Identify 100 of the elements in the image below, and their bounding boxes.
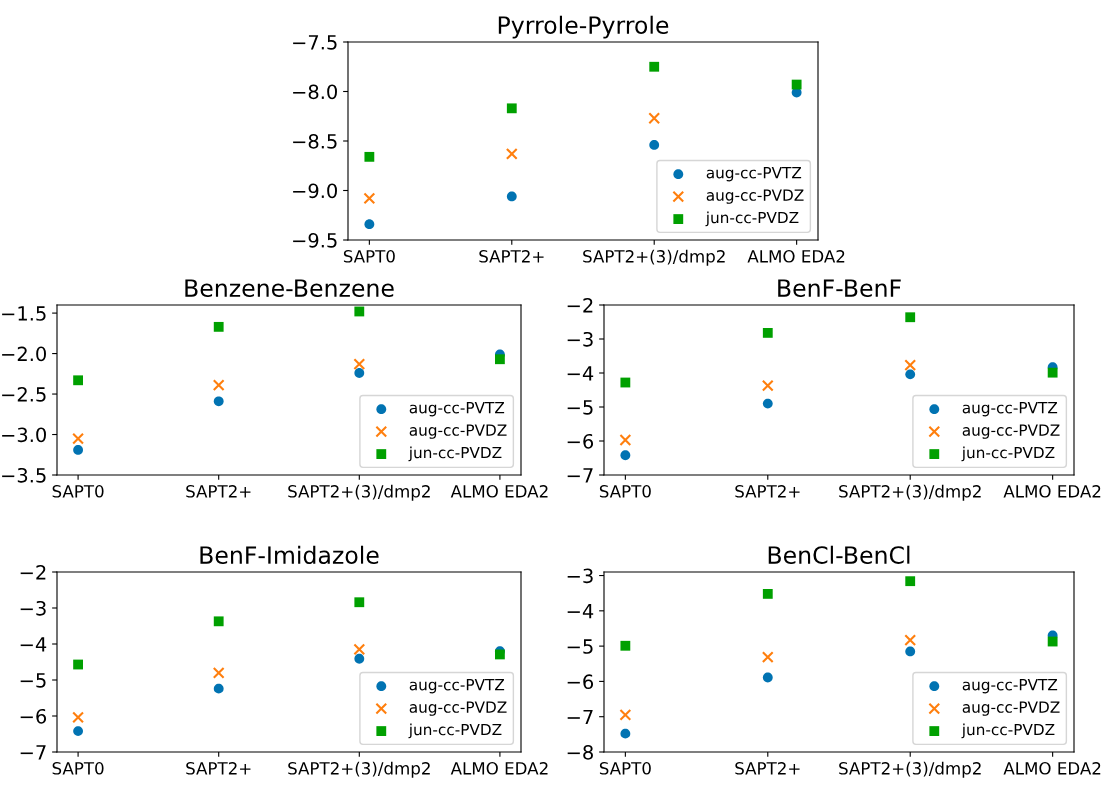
chart-title: BenCl-BenCl — [768, 545, 910, 564]
x-tick-label: SAPT2+(3)/dmp2 — [839, 761, 981, 778]
y-tick-label: −2 — [567, 297, 593, 313]
point — [354, 653, 365, 664]
x-tick-label: SAPT2+(3)/dmp2 — [288, 761, 430, 778]
x-tick-label: ALMO EDA2 — [450, 762, 548, 775]
point — [213, 321, 224, 332]
point — [649, 61, 660, 72]
point — [353, 358, 366, 371]
point — [213, 616, 224, 627]
legend-label: jun-cc-PVDZ — [408, 446, 502, 462]
point — [364, 219, 375, 230]
point — [363, 192, 376, 205]
y-tick-label: −4 — [20, 637, 47, 652]
point — [73, 375, 83, 386]
y-tick-label: −2.5 — [2, 387, 46, 402]
point — [354, 597, 365, 608]
chart-title: BenF-Imidazole — [200, 545, 379, 564]
y-tick-label: −7.5 — [293, 35, 337, 50]
x-tick-label: ALMO EDA2 — [747, 250, 845, 263]
y-tick-label: −7 — [567, 468, 593, 483]
x-tick-label: SAPT2+(3)/dmp2 — [288, 484, 430, 501]
legend-label: jun-cc-PVDZ — [961, 446, 1055, 462]
point — [649, 140, 660, 150]
y-tick-label: −5 — [20, 673, 46, 688]
point — [72, 432, 85, 445]
point — [353, 643, 366, 656]
x-tick-label: SAPT0 — [599, 762, 651, 775]
legend-label: aug-cc-PVDZ — [706, 189, 804, 204]
y-tick-label: −5 — [567, 639, 593, 654]
y-tick-label: −8 — [567, 744, 593, 760]
x-tick-label: SAPT2+(3)/dmp2 — [839, 484, 981, 501]
point — [506, 103, 517, 114]
legend-label: aug-cc-PVTZ — [409, 679, 505, 694]
y-tick-label: −4 — [567, 604, 594, 619]
point — [762, 672, 773, 683]
y-tick-label: −3.5 — [2, 467, 46, 483]
point — [73, 726, 83, 737]
point — [904, 634, 917, 647]
point — [354, 306, 365, 317]
x-tick-label: ALMO EDA2 — [1003, 485, 1101, 498]
legend-label: aug-cc-PVTZ — [706, 167, 802, 182]
point — [620, 640, 631, 651]
point — [619, 434, 632, 446]
point — [762, 327, 773, 338]
point — [73, 659, 83, 670]
point — [762, 588, 773, 599]
x-tick-label: ALMO EDA2 — [1003, 762, 1101, 775]
point — [1047, 636, 1058, 647]
legend-label: jun-cc-PVDZ — [408, 723, 502, 739]
chart-title: BenF-BenF — [778, 279, 901, 297]
point — [905, 312, 916, 323]
legend-label: aug-cc-PVTZ — [409, 402, 505, 417]
point — [212, 666, 225, 679]
y-tick-label: −3 — [20, 600, 46, 616]
legend-label: aug-cc-PVDZ — [409, 701, 507, 716]
x-tick-label: SAPT2+ — [186, 485, 251, 498]
point — [620, 450, 631, 461]
point — [905, 646, 916, 657]
point — [73, 444, 83, 455]
y-tick-label: −9.5 — [293, 232, 337, 248]
x-tick-label: SAPT0 — [599, 485, 651, 498]
y-tick-label: −6 — [20, 708, 47, 724]
point — [364, 151, 375, 162]
point — [213, 683, 224, 694]
point — [212, 379, 225, 392]
legend-label: aug-cc-PVDZ — [962, 701, 1060, 716]
y-tick-label: −3.0 — [2, 427, 46, 443]
legend-label: aug-cc-PVTZ — [962, 679, 1058, 694]
y-tick-label: −8.0 — [293, 84, 337, 100]
point — [620, 377, 631, 388]
point — [905, 576, 916, 587]
point — [72, 711, 85, 724]
x-tick-label: SAPT2+(3)/dmp2 — [583, 249, 725, 266]
y-tick-label: −6 — [567, 433, 594, 449]
y-tick-label: −6 — [567, 674, 594, 690]
point — [506, 191, 517, 202]
y-tick-label: −2 — [20, 564, 46, 580]
y-tick-label: −2.0 — [2, 346, 46, 362]
point — [620, 728, 631, 739]
x-tick-label: SAPT2+ — [479, 250, 544, 263]
y-tick-label: −7 — [20, 745, 46, 760]
legend-label: aug-cc-PVTZ — [962, 402, 1058, 417]
point — [1047, 367, 1058, 378]
y-tick-label: −5 — [567, 400, 593, 415]
legend-label: jun-cc-PVDZ — [961, 723, 1055, 739]
y-tick-label: −9.0 — [293, 183, 337, 199]
point — [648, 112, 661, 125]
point — [505, 147, 518, 160]
point — [761, 379, 774, 392]
y-tick-label: −1.5 — [2, 306, 46, 321]
point — [904, 359, 917, 372]
point — [213, 396, 224, 407]
x-tick-label: SAPT0 — [52, 485, 104, 498]
x-tick-label: SAPT2+ — [735, 485, 800, 498]
y-tick-label: −3 — [567, 331, 593, 347]
point — [761, 651, 774, 664]
point — [905, 369, 916, 380]
x-tick-label: ALMO EDA2 — [450, 485, 548, 498]
legend-label: aug-cc-PVDZ — [962, 424, 1060, 439]
